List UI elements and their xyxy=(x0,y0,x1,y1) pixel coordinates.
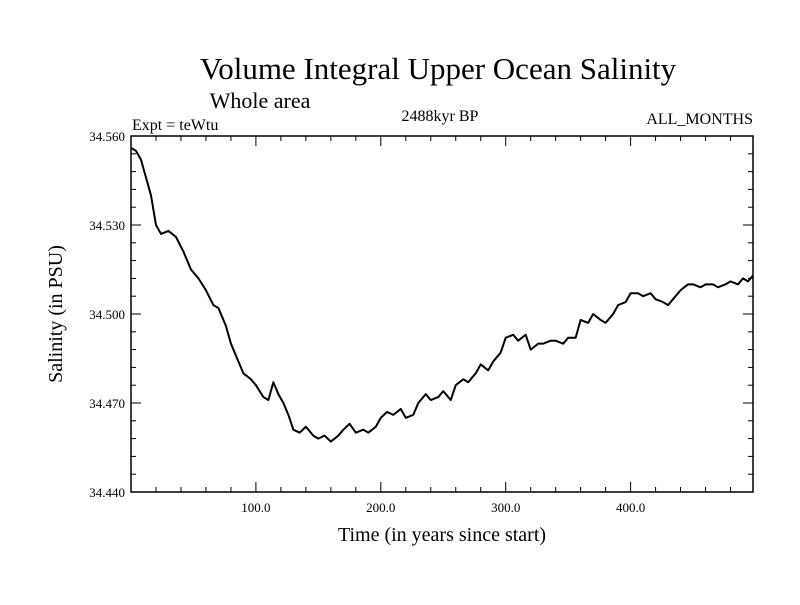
experiment-label: Expt = teWtu xyxy=(132,117,218,134)
x-axis-label: Time (in years since start) xyxy=(338,524,546,546)
y-tick-label: 34.530 xyxy=(89,218,125,233)
chart-subtitle: Whole area xyxy=(210,88,311,113)
plot-frame xyxy=(130,135,754,493)
y-tick-label: 34.560 xyxy=(89,129,125,144)
y-tick-label: 34.500 xyxy=(89,307,125,322)
x-tick-label: 300.0 xyxy=(491,500,520,515)
period-label: 2488kyr BP xyxy=(402,108,479,125)
x-tick-label: 100.0 xyxy=(241,500,270,515)
months-label: ALL_MONTHS xyxy=(646,111,753,128)
chart-title: Volume Integral Upper Ocean Salinity xyxy=(200,51,677,86)
salinity-series-line xyxy=(130,147,754,443)
tick-labels: 100.0 200.0 300.0 400.0 34.560 34.530 34.500 34… xyxy=(89,129,645,515)
x-tick-label: 200.0 xyxy=(366,500,395,515)
y-axis-label: Salinity (in PSU) xyxy=(45,245,67,383)
y-tick-label: 34.440 xyxy=(89,485,125,500)
y-tick-label: 34.470 xyxy=(89,396,125,411)
x-tick-label: 400.0 xyxy=(616,500,645,515)
axis-ticks xyxy=(131,135,753,493)
